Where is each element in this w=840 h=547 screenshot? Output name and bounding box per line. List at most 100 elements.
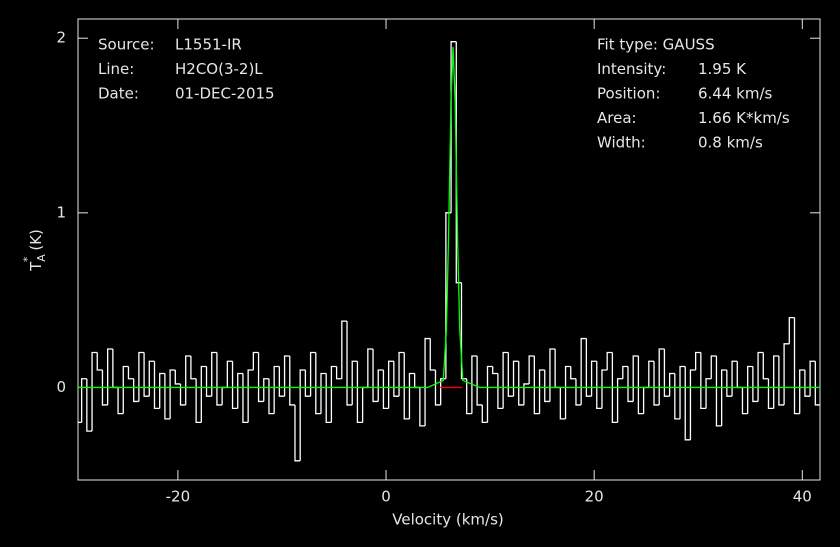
x-tick-label: 20 [585, 488, 604, 506]
spectrum-channel [502, 351, 509, 409]
spectrum-channel [185, 355, 191, 405]
spectrum-channel [757, 351, 764, 402]
annotation-value: H2CO(3-2)L [175, 60, 263, 78]
spectrum-channel [382, 369, 389, 410]
spectrum-channel [117, 387, 124, 415]
spectrum-channel [242, 373, 249, 424]
plot-frame [77, 18, 821, 481]
x-tick-label: -20 [166, 488, 191, 506]
spectrum-channel [341, 320, 348, 379]
spectrum-channel [684, 366, 691, 441]
spectrum-channel [309, 351, 316, 397]
spectrum-channel [398, 351, 405, 397]
spectrum-channel [752, 366, 759, 403]
y-label-sub: A [35, 254, 48, 262]
spectrum-channel [476, 356, 483, 406]
spectrum-channel [304, 369, 311, 397]
spectrum-channel [590, 360, 597, 397]
spectrum-channel [237, 372, 243, 409]
spectrum-channel [112, 349, 119, 389]
y-tick-label: 0 [56, 378, 66, 396]
y-label-unit: (K) [27, 229, 45, 251]
spectrum-channel [414, 373, 420, 389]
spectrum-channel [611, 352, 618, 424]
spectrum-channel [247, 369, 254, 423]
annotation-value: 6.44 km/s [698, 85, 773, 103]
spectrum-channel [200, 365, 207, 423]
annotation-value: 1.95 K [698, 60, 747, 78]
spectrum-channel [133, 378, 139, 403]
spectrum-channel [450, 41, 457, 213]
spectrum-channel [289, 356, 295, 406]
spectrum-channel [257, 352, 264, 403]
spectrum-channel [315, 352, 321, 415]
spectrum-channel [481, 404, 488, 424]
spectrum-channel [616, 378, 623, 423]
annotation-label: Area: [597, 109, 637, 127]
spectrum-channel [767, 378, 774, 410]
spectrum-channel [231, 361, 238, 410]
fit-line [78, 46, 820, 389]
spectrum-channel [741, 387, 748, 415]
annotation-value: 0.8 km/s [698, 134, 763, 152]
spectrum-channel [533, 356, 540, 415]
spectrum-channel [642, 386, 649, 414]
spectrum-channel [153, 361, 160, 410]
spectrum-channel [80, 378, 87, 423]
spectrum-channel [455, 41, 462, 284]
annotation-label: Line: [98, 60, 134, 78]
spectrum-channel [283, 355, 290, 397]
spectrum-channel [549, 348, 556, 402]
spectrum-channel [351, 360, 358, 405]
spectrum-channel [689, 369, 696, 440]
spectrum-channel [694, 351, 701, 370]
spectrum-channel [164, 373, 171, 420]
spectrum-channel [585, 338, 592, 397]
spectrum-channel [632, 355, 639, 402]
x-tick-label: 40 [793, 488, 812, 506]
spectrum-channel [606, 351, 613, 370]
spectrum-channel [299, 369, 306, 461]
spectrum-channel [403, 352, 410, 420]
spectrum-channel [663, 349, 670, 397]
spectrum-channel [122, 365, 129, 414]
spectrum-channel [538, 369, 545, 414]
spectrum-channel [518, 361, 524, 406]
spectrum-channel [471, 355, 478, 414]
x-tick-label: 0 [381, 488, 391, 506]
spectrum-channel [356, 361, 363, 424]
spectrum-channel [721, 369, 727, 426]
spectrum-channel [507, 352, 514, 397]
spectrum-channel [174, 369, 181, 385]
spectrum-channel [726, 369, 733, 397]
annotation-label: Source: [98, 36, 155, 54]
spectrum-channel [486, 365, 493, 423]
spectrum-channel [419, 387, 426, 427]
spectrum-channel [320, 372, 327, 414]
spectrum-channel [492, 366, 498, 375]
spectrum-channel [330, 365, 337, 423]
spectrum-channel [731, 360, 738, 397]
spectrum-channel [278, 366, 285, 397]
spectrum-channel [169, 369, 176, 419]
spectrum-channel [211, 351, 217, 397]
spectrum-channel [221, 386, 228, 405]
spectrum-channel [497, 373, 504, 410]
spectrum-channel [627, 366, 634, 403]
spectrum-channel [335, 366, 342, 380]
spectrum-channel [216, 352, 223, 406]
spectrum-channel [159, 372, 165, 409]
spectrum-channel [460, 282, 467, 380]
spectrum-channel [700, 352, 707, 410]
spectrum-channel [393, 361, 400, 397]
spectrum-channel [580, 337, 587, 405]
spectrum-channel [622, 365, 628, 379]
spectrum-channel [648, 360, 655, 388]
spectrum-channel [544, 369, 550, 403]
spectrum-channel [788, 316, 795, 344]
spectrum-channel [127, 366, 134, 380]
spectrum-channel [715, 356, 722, 427]
spectrum-channel [809, 360, 816, 397]
x-axis-label: Velocity (km/s) [392, 511, 503, 529]
